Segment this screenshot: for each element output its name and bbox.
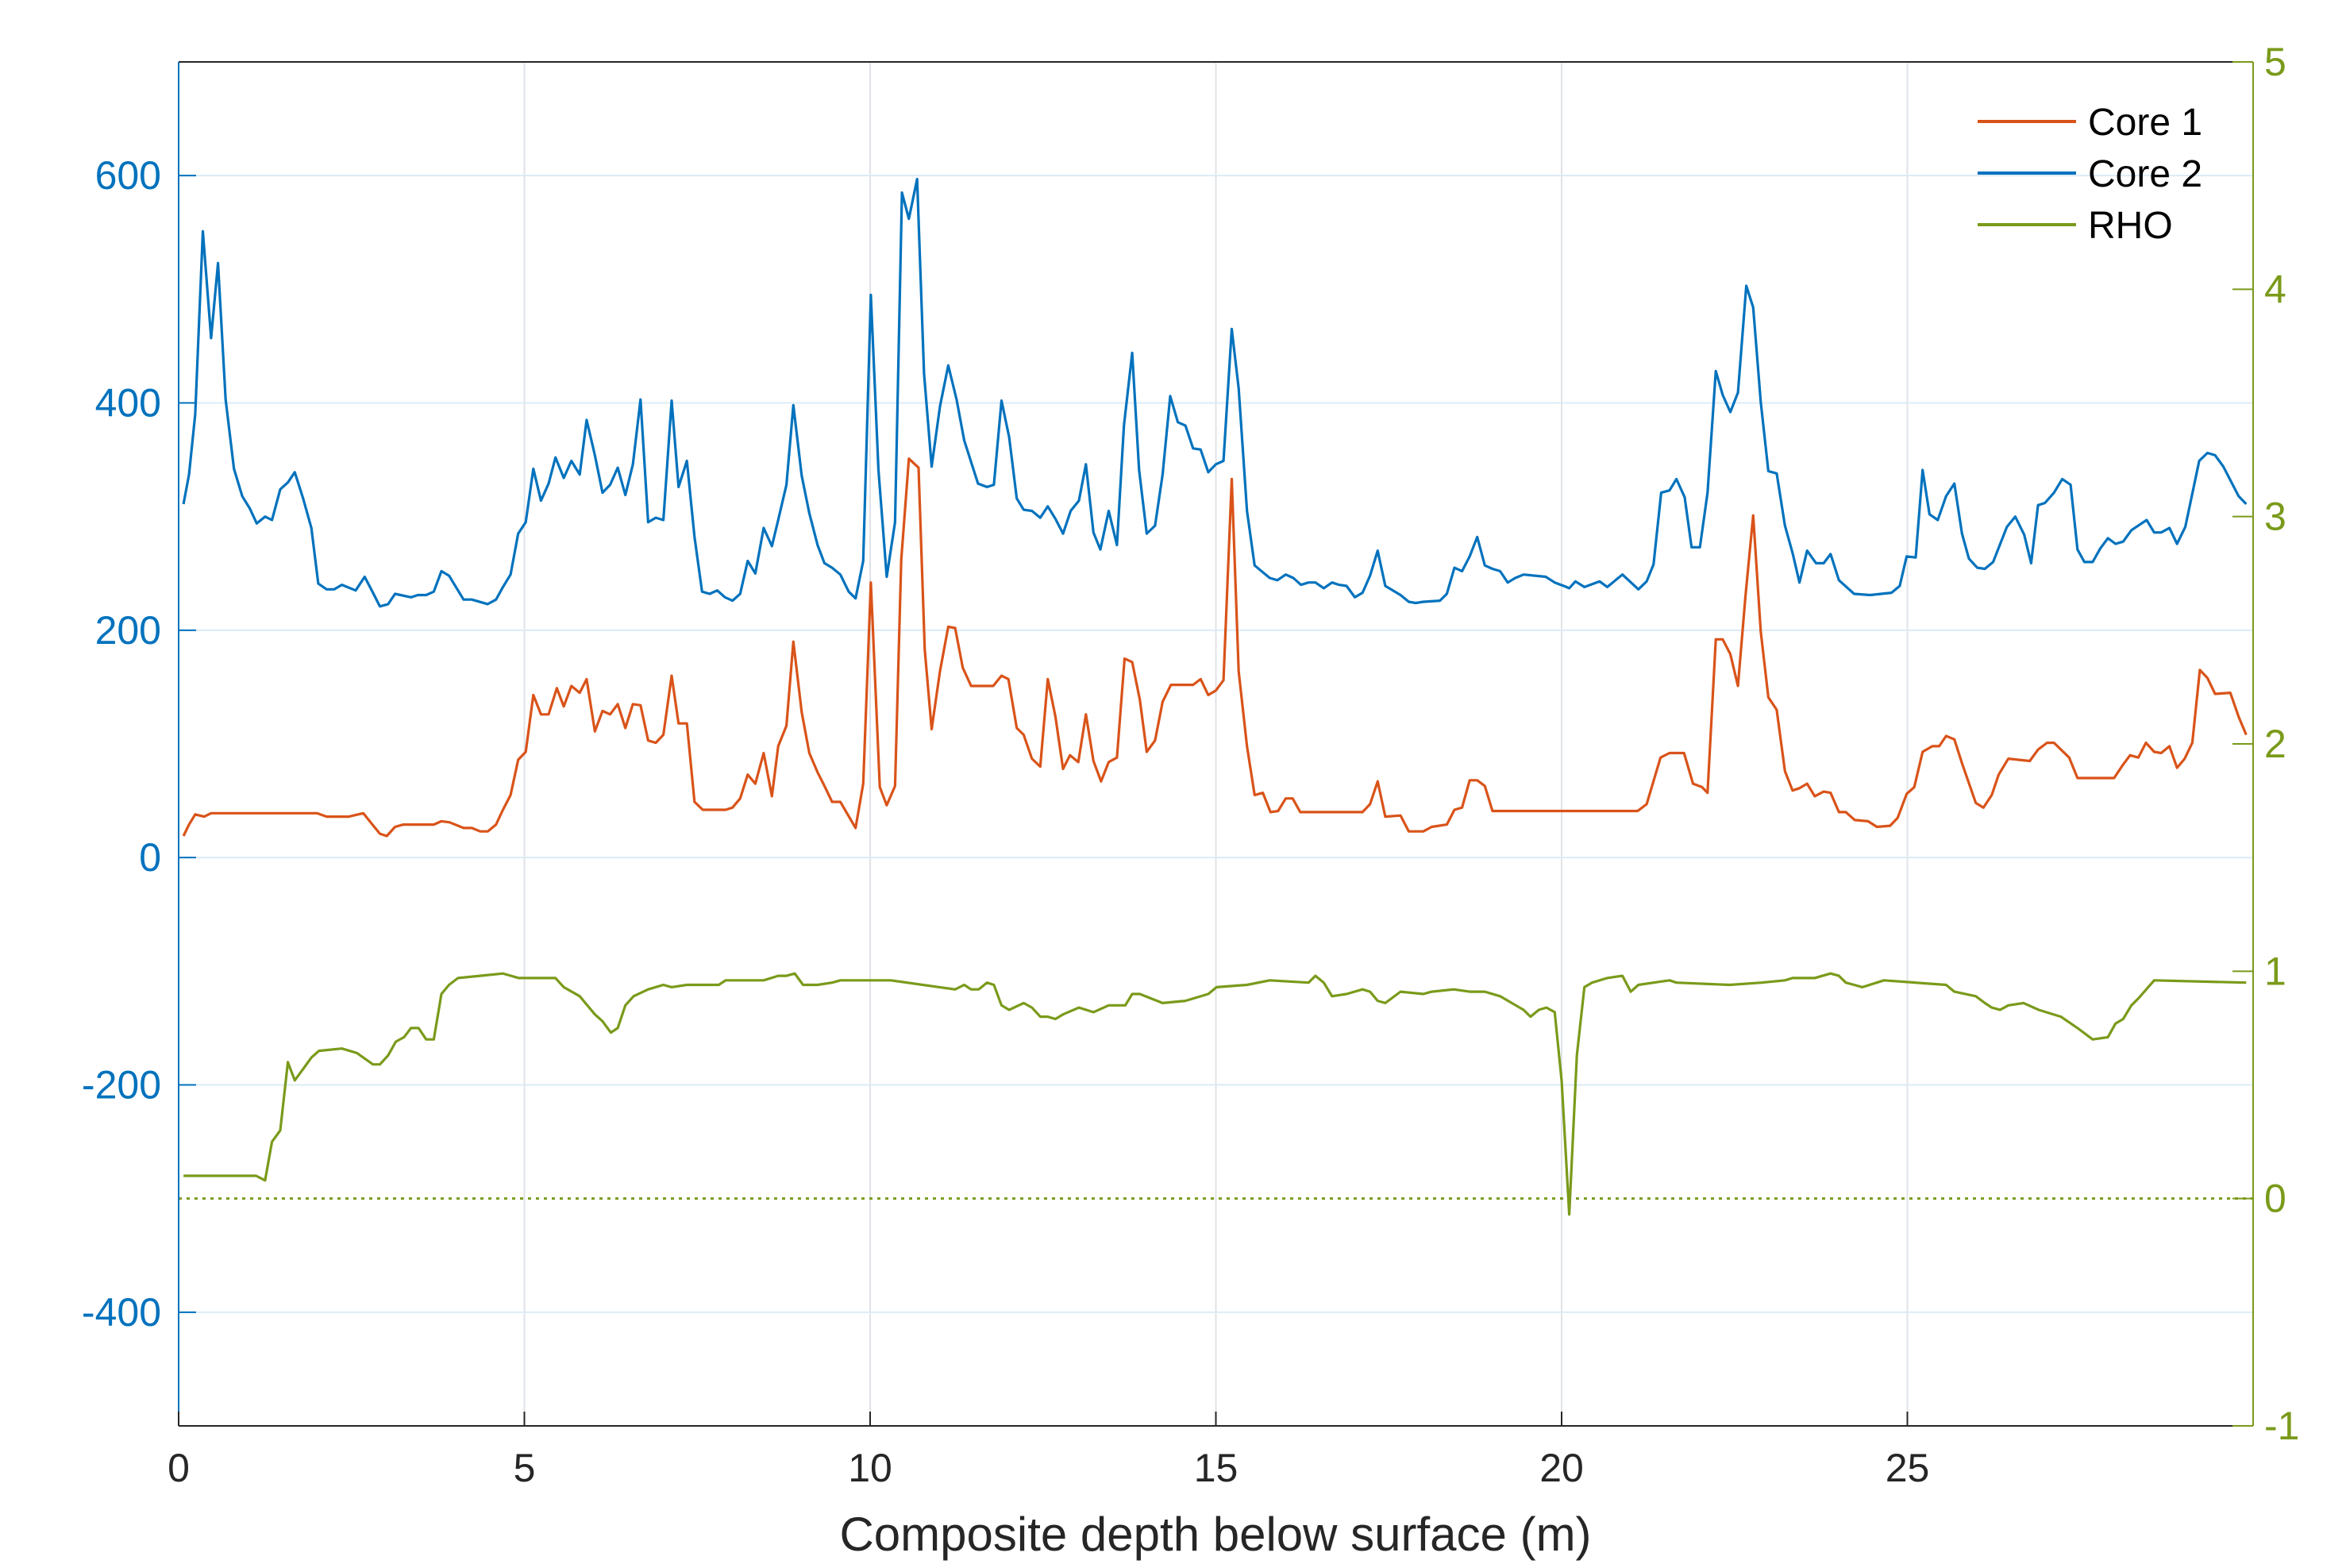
right-y-tick-label: 2 — [2264, 722, 2286, 766]
left-y-tick-label: -200 — [82, 1063, 161, 1108]
series-line-core-1 — [182, 457, 2248, 838]
x-tick-label: 25 — [1886, 1446, 1930, 1490]
ticks: 0 5 10 15 20 25 -400 -200 0 200 400 600 -1 0 1 2 3 4 5 — [82, 40, 2300, 1490]
right-y-tick-label: 3 — [2264, 495, 2286, 539]
right-y-tick-label: 1 — [2264, 949, 2286, 993]
series-line-core-2 — [182, 177, 2248, 608]
legend-label: Core 2 — [2088, 153, 2202, 195]
left-y-tick-label: 400 — [95, 381, 161, 426]
legend-label: Core 1 — [2088, 102, 2202, 144]
x-tick-label: 5 — [514, 1446, 536, 1490]
series-group — [182, 177, 2248, 1216]
left-y-tick-label: 200 — [95, 608, 161, 653]
x-tick-label: 20 — [1539, 1446, 1584, 1490]
x-tick-label: 10 — [848, 1446, 892, 1490]
left-y-tick-label: 0 — [139, 835, 161, 880]
left-y-tick-label: -400 — [82, 1290, 161, 1335]
right-y-tick-label: 5 — [2264, 40, 2286, 84]
left-y-tick-label: 600 — [95, 153, 161, 198]
right-y-tick-label: 0 — [2264, 1177, 2286, 1221]
legend: Core 1 Core 2 RHO — [1978, 102, 2202, 247]
right-y-tick-label: 4 — [2264, 267, 2286, 311]
x-tick-label: 15 — [1194, 1446, 1238, 1490]
grid — [179, 62, 2253, 1426]
x-tick-label: 0 — [168, 1446, 190, 1490]
legend-label: RHO — [2088, 205, 2173, 247]
right-y-tick-label: -1 — [2264, 1404, 2299, 1448]
series-line-rho — [183, 972, 2247, 1216]
x-axis-label: Composite depth below surface (m) — [839, 1508, 1591, 1561]
